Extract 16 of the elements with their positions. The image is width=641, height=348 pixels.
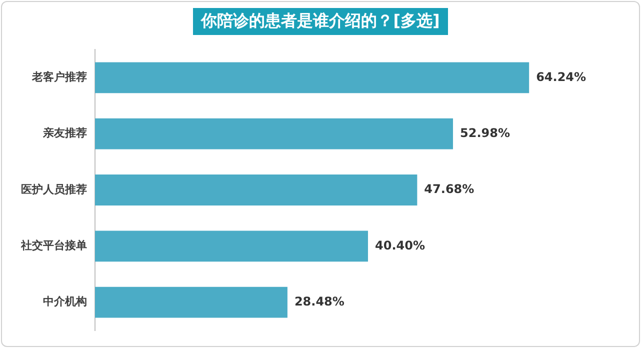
y-tick-label: 社交平台接单 [20,239,87,252]
bar [95,230,368,262]
y-tick-label: 亲友推荐 [42,126,87,140]
data-label: 47.68% [424,182,474,196]
bar [95,286,288,318]
data-label: 64.24% [536,70,586,84]
y-tick-label: 老客户推荐 [31,70,87,84]
bar [95,62,530,94]
bar [95,174,418,206]
y-tick-label: 医护人员推荐 [21,182,87,196]
bar [95,118,453,150]
data-label: 28.48% [294,294,344,308]
data-label: 40.40% [374,238,425,252]
data-label: 52.98% [460,126,510,140]
y-tick-label: 中介机构 [43,295,87,308]
chart-title: 你陪诊的患者是谁介绍的？[多选] [193,8,448,35]
